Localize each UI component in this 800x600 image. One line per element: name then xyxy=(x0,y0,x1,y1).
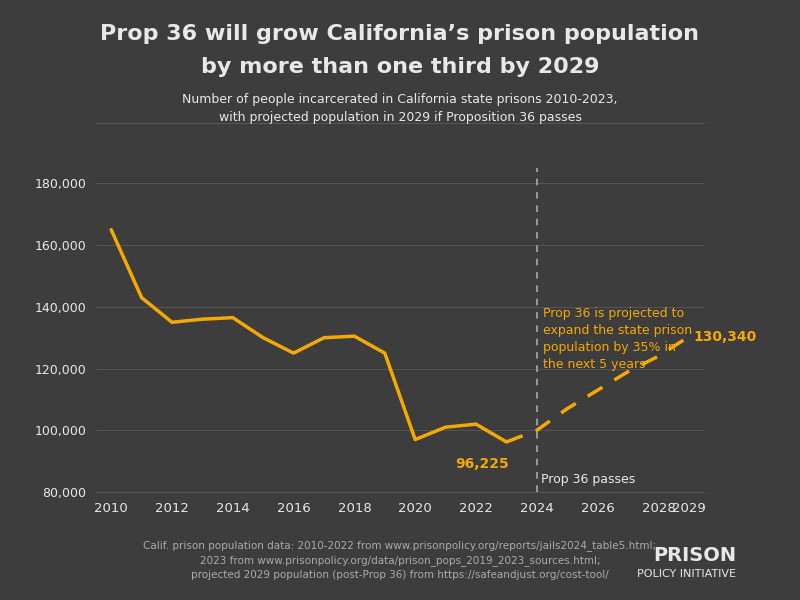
Text: Prop 36 will grow California’s prison population: Prop 36 will grow California’s prison po… xyxy=(101,24,699,44)
Text: by more than one third by 2029: by more than one third by 2029 xyxy=(201,57,599,77)
Text: Calif. prison population data: 2010-2022 from www.prisonpolicy.org/reports/jails: Calif. prison population data: 2010-2022… xyxy=(143,540,657,551)
Text: POLICY INITIATIVE: POLICY INITIATIVE xyxy=(637,569,736,579)
Text: 130,340: 130,340 xyxy=(694,329,757,344)
Text: with projected population in 2029 if Proposition 36 passes: with projected population in 2029 if Pro… xyxy=(218,111,582,124)
Text: 2023 from www.prisonpolicy.org/data/prison_pops_2019_2023_sources.html;: 2023 from www.prisonpolicy.org/data/pris… xyxy=(200,555,600,566)
Text: Prop 36 is projected to
expand the state prison
population by 35% in
the next 5 : Prop 36 is projected to expand the state… xyxy=(543,307,692,371)
Text: Number of people incarcerated in California state prisons 2010-2023,: Number of people incarcerated in Califor… xyxy=(182,93,618,106)
Text: PRISON: PRISON xyxy=(653,546,736,565)
Text: projected 2029 population (post-Prop 36) from https://safeandjust.org/cost-tool/: projected 2029 population (post-Prop 36)… xyxy=(191,570,609,580)
Text: 96,225: 96,225 xyxy=(455,457,509,470)
Text: Prop 36 passes: Prop 36 passes xyxy=(542,473,636,486)
